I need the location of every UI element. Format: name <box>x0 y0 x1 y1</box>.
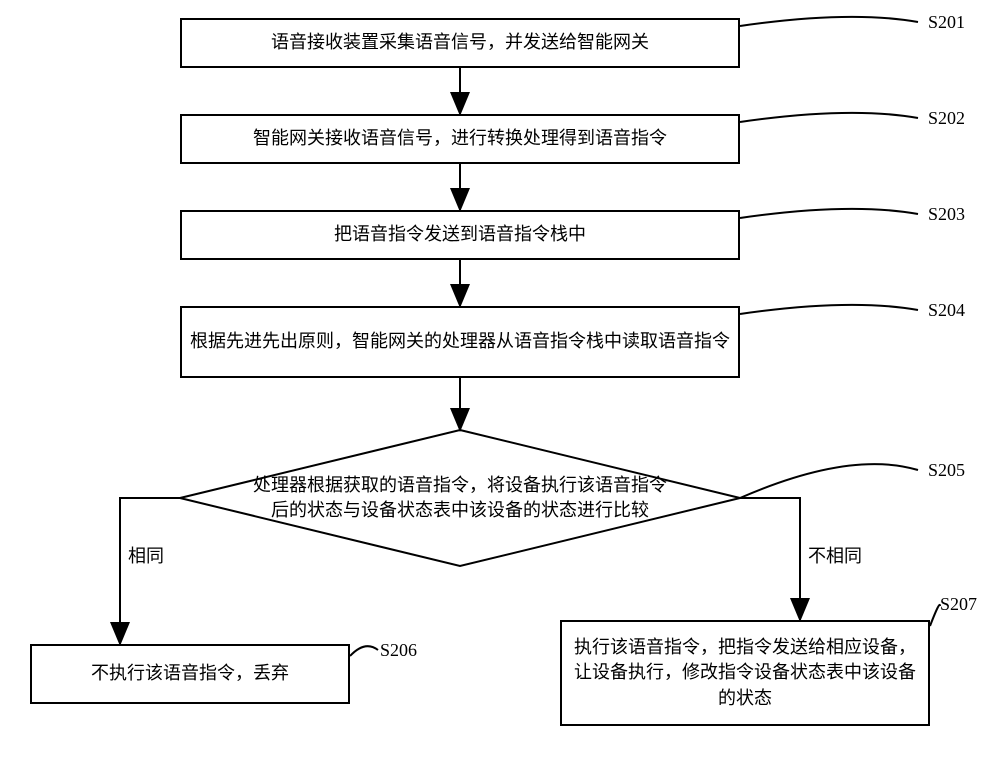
step-id-label: S205 <box>928 460 965 481</box>
flow-decision-text: 处理器根据获取的语音指令，将设备执行该语音指令后的状态与设备状态表中该设备的状态… <box>249 473 671 523</box>
step-id-text: S207 <box>940 594 977 614</box>
step-id-text: S202 <box>928 108 965 128</box>
flow-step-s206: 不执行该语音指令，丢弃 <box>30 644 350 704</box>
flow-step-text: 执行该语音指令，把指令发送给相应设备，让设备执行，修改指令设备状态表中该设备的状… <box>570 635 920 711</box>
step-id-text: S204 <box>928 300 965 320</box>
flow-step-text: 根据先进先出原则，智能网关的处理器从语音指令栈中读取语音指令 <box>190 329 730 354</box>
flow-step-s201: 语音接收装置采集语音信号，并发送给智能网关 <box>180 18 740 68</box>
step-id-label: S203 <box>928 204 965 225</box>
flow-step-s207: 执行该语音指令，把指令发送给相应设备，让设备执行，修改指令设备状态表中该设备的状… <box>560 620 930 726</box>
step-id-label: S201 <box>928 12 965 33</box>
step-id-text: S205 <box>928 460 965 480</box>
branch-label-same: 相同 <box>128 542 164 568</box>
step-id-text: S203 <box>928 204 965 224</box>
flow-step-text: 把语音指令发送到语音指令栈中 <box>334 222 586 247</box>
step-id-label: S202 <box>928 108 965 129</box>
flow-decision-s205: 处理器根据获取的语音指令，将设备执行该语音指令后的状态与设备状态表中该设备的状态… <box>243 445 677 550</box>
flow-step-text: 智能网关接收语音信号，进行转换处理得到语音指令 <box>253 126 667 151</box>
step-id-text: S206 <box>380 640 417 660</box>
step-id-label: S207 <box>940 594 977 615</box>
flow-step-text: 不执行该语音指令，丢弃 <box>91 661 289 686</box>
flow-step-s204: 根据先进先出原则，智能网关的处理器从语音指令栈中读取语音指令 <box>180 306 740 378</box>
branch-label-text: 相同 <box>128 546 164 566</box>
flow-step-s203: 把语音指令发送到语音指令栈中 <box>180 210 740 260</box>
step-id-label: S204 <box>928 300 965 321</box>
step-id-label: S206 <box>380 640 417 661</box>
flow-step-text: 语音接收装置采集语音信号，并发送给智能网关 <box>271 30 649 55</box>
flow-step-s202: 智能网关接收语音信号，进行转换处理得到语音指令 <box>180 114 740 164</box>
branch-label-text: 不相同 <box>808 546 862 566</box>
step-id-text: S201 <box>928 12 965 32</box>
branch-label-diff: 不相同 <box>808 542 862 568</box>
